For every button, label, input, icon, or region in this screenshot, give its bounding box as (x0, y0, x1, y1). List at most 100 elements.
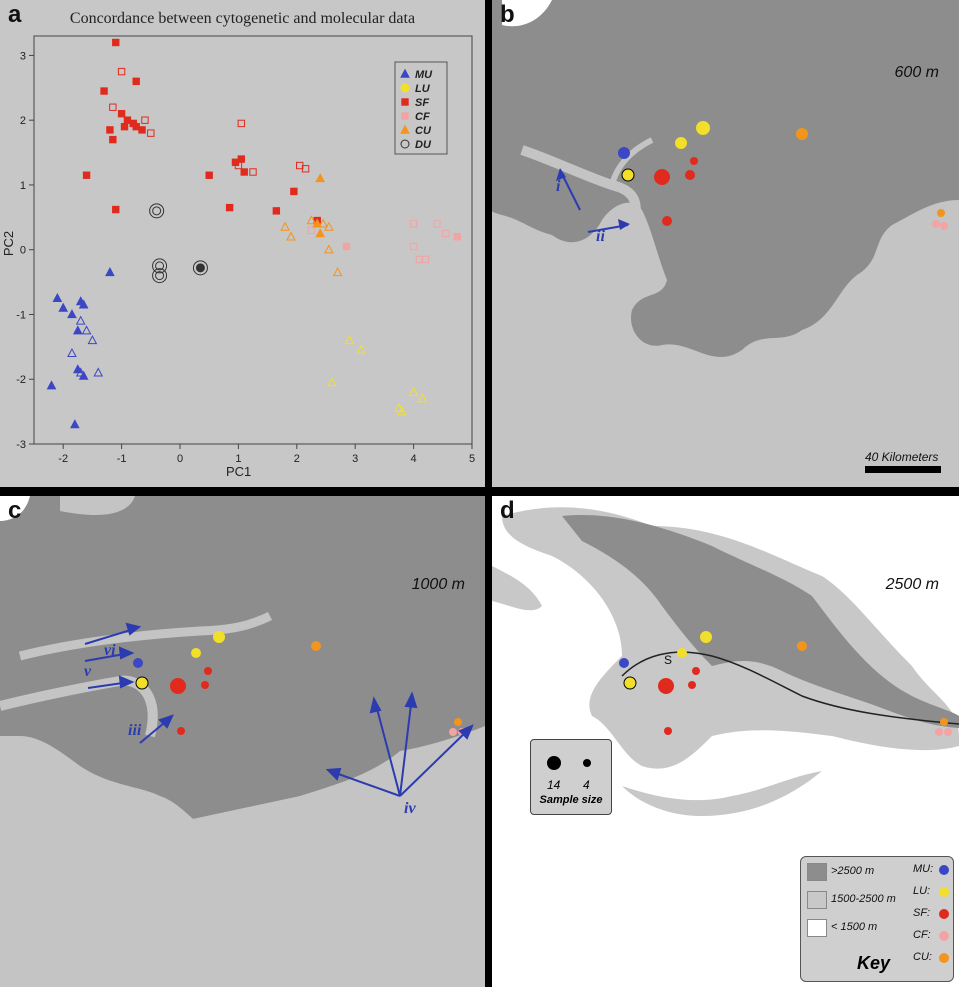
legend-marker-mu (400, 68, 410, 78)
point-sf (301, 165, 310, 173)
site-cu (311, 641, 321, 651)
point-cf (409, 242, 418, 251)
point-cu (315, 228, 325, 238)
point-lu (417, 393, 428, 403)
map-key: >2500 m 1500-2500 m < 1500 m Key MU: LU: S… (800, 856, 954, 982)
point-mu (78, 370, 89, 380)
point-mu (75, 315, 86, 325)
site-lu (677, 648, 687, 658)
point-mu (72, 364, 83, 374)
point-mu (46, 380, 57, 390)
elevation-label: 600 m (894, 64, 939, 81)
point-cu (324, 221, 334, 231)
point-mu (67, 347, 77, 358)
legend-label-lu: LU (415, 83, 431, 95)
point-sf (100, 87, 108, 95)
point-lu (397, 406, 407, 416)
site-cf (932, 220, 940, 228)
boundary-label: S (664, 653, 673, 667)
small-dot-icon (583, 759, 591, 767)
scale-bar (865, 466, 941, 473)
y-axis-label: PC2 (1, 230, 17, 257)
point-cf (453, 233, 462, 241)
arrow-head (618, 219, 630, 230)
point-du-ring (192, 260, 208, 276)
site-mu (619, 658, 629, 668)
map-600m (492, 0, 959, 357)
point-sf (237, 119, 246, 128)
chart-title: Concordance between cytogenetic and mole… (69, 10, 416, 27)
x-tick-label: 1 (235, 453, 241, 465)
point-du-ring (149, 203, 165, 219)
scale-label: 40 Kilometers (865, 450, 939, 464)
y-tick-label: 1 (20, 180, 26, 192)
point-sf (205, 171, 213, 179)
lowland-patch (502, 0, 552, 27)
point-sf (147, 129, 155, 137)
point-du-ring (152, 258, 168, 274)
swatch-low (807, 919, 827, 937)
point-lu (356, 344, 366, 354)
point-sf (117, 67, 126, 76)
site-cu (797, 641, 807, 651)
key-title: Key (857, 953, 891, 973)
point-du (195, 263, 205, 273)
sample-value: 14 (547, 778, 561, 792)
site-sf (662, 216, 672, 226)
site-sf (692, 667, 700, 675)
point-du (155, 261, 165, 271)
swatch-mid (807, 891, 827, 909)
legend-label-du: DU (415, 139, 432, 151)
x-tick-label: 2 (294, 453, 300, 465)
point-cu (318, 218, 328, 228)
point-sf (109, 103, 117, 111)
panel-label-b: b (500, 1, 515, 28)
key-pop-sf: SF: (913, 907, 931, 919)
x-tick-label: 3 (352, 453, 358, 465)
point-sf (225, 203, 234, 212)
point-sf (141, 116, 149, 124)
x-tick-label: 5 (469, 453, 475, 465)
site-sf-large (654, 169, 670, 185)
legend-marker-cf (401, 112, 409, 120)
key-dot-icon (939, 865, 949, 875)
point-du-ring (152, 268, 168, 284)
high-elevation-area (562, 515, 959, 728)
data-points (46, 38, 462, 429)
point-mu (87, 335, 98, 345)
panel-d: d 2500 m S 14 4 Sample size >2500 m 1500… (492, 496, 959, 987)
point-cu (315, 173, 325, 183)
elevation-label: 1000 m (411, 576, 465, 593)
point-cf (433, 220, 441, 228)
point-cu (332, 267, 343, 277)
point-sf (82, 171, 91, 179)
x-tick-label: -2 (58, 453, 68, 465)
y-tick-label: 2 (20, 115, 26, 127)
site-cu (796, 128, 808, 140)
panel-label-d: d (500, 497, 515, 524)
site-lu (675, 137, 687, 149)
point-sf (117, 110, 126, 118)
legend-marker-du (400, 139, 410, 149)
point-cf (415, 255, 424, 264)
point-mu (67, 309, 77, 319)
arrow-label-vi: vi (104, 642, 116, 659)
lowland-patch (60, 496, 135, 516)
x-tick-label: -1 (117, 453, 127, 465)
point-mu (78, 299, 89, 309)
key-elev-low: < 1500 m (831, 921, 878, 933)
site-cf (935, 728, 943, 736)
site-sf (690, 157, 698, 165)
point-sf (106, 126, 114, 134)
point-sf (120, 122, 129, 131)
y-tick-label: 3 (20, 50, 26, 62)
point-mu (52, 292, 63, 302)
key-pop-mu: MU: (913, 863, 934, 875)
legend-box (394, 61, 448, 155)
key-pop-lu: LU: (913, 885, 931, 897)
site-sf (204, 667, 212, 675)
plot-frame (33, 35, 473, 445)
panel-label-c: c (8, 497, 22, 524)
map-2500m (492, 507, 959, 816)
key-dot-icon (939, 931, 949, 941)
